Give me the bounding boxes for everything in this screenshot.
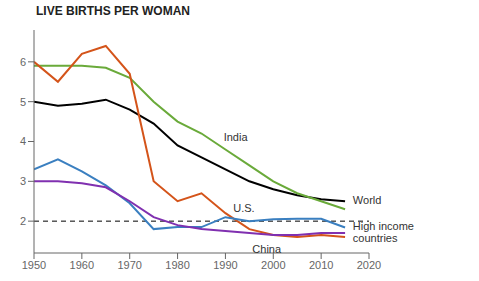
html-text:LIVE BIRTHS PER WOMAN: LIVE BIRTHS PER WOMAN [36,4,190,18]
svg-text:1990: 1990 [213,259,237,271]
svg-text:2010: 2010 [309,259,333,271]
svg-text:2020: 2020 [357,259,381,271]
svg-text:High incomecountries: High incomecountries [353,220,414,244]
svg-text:2000: 2000 [261,259,285,271]
svg-text:1950: 1950 [22,259,46,271]
svg-text:4: 4 [20,135,26,147]
svg-text:China: China [252,243,282,255]
svg-text:1980: 1980 [165,259,189,271]
svg-text:India: India [224,131,249,143]
svg-text:U.S.: U.S. [233,202,254,214]
svg-text:3: 3 [20,175,26,187]
svg-text:5: 5 [20,96,26,108]
svg-text:1970: 1970 [117,259,141,271]
svg-text:6: 6 [20,56,26,68]
svg-text:World: World [353,194,382,206]
svg-text:2: 2 [20,215,26,227]
svg-text:1960: 1960 [70,259,94,271]
